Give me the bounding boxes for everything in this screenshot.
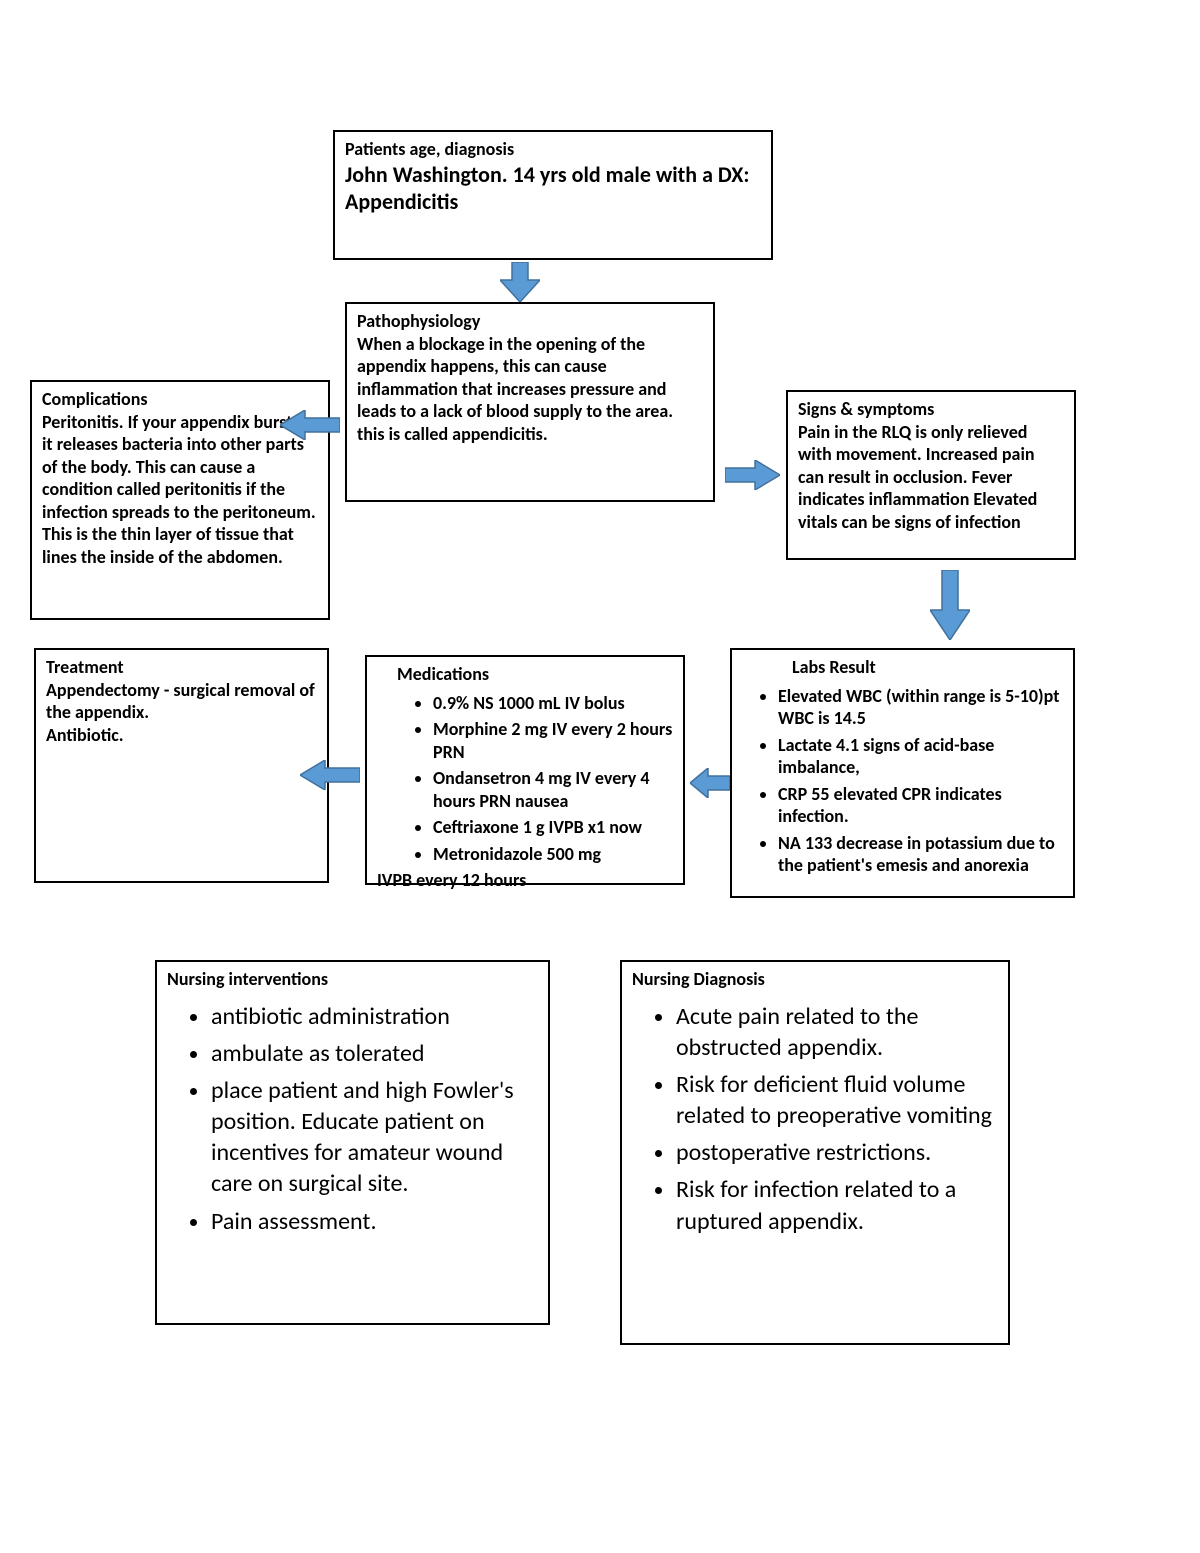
heading-treatment: Treatment <box>46 656 317 679</box>
list-item: ambulate as tolerated <box>211 1038 538 1069</box>
list-item: Lactate 4.1 signs of acid-base imbalance… <box>778 734 1063 779</box>
list-item: Pain assessment. <box>211 1206 538 1237</box>
patho-text: When a blockage in the opening of the ap… <box>357 333 703 446</box>
arrow-down-icon <box>500 262 540 302</box>
arrow-down-icon <box>930 570 970 640</box>
box-medications: Medications 0.9% NS 1000 mL IV bolus Mor… <box>365 655 685 885</box>
list-item: Ondansetron 4 mg IV every 4 hours PRN na… <box>433 767 673 812</box>
complications-text: Peritonitis. If your appendix bursts, it… <box>42 411 318 569</box>
list-item: NA 133 decrease in potassium due to the … <box>778 832 1063 877</box>
list-item: CRP 55 elevated CPR indicates infection. <box>778 783 1063 828</box>
treatment-text: Appendectomy - surgical removal of the a… <box>46 679 317 747</box>
list-item: 0.9% NS 1000 mL IV bolus <box>433 692 673 715</box>
heading-labs: Labs Result <box>742 656 1063 679</box>
box-treatment: Treatment Appendectomy - surgical remova… <box>34 648 329 883</box>
arrow-left-icon <box>280 410 340 440</box>
labs-list: Elevated WBC (within range is 5-10)pt WB… <box>742 685 1063 877</box>
list-item: place patient and high Fowler's position… <box>211 1075 538 1200</box>
box-nursing-diagnosis: Nursing Diagnosis Acute pain related to … <box>620 960 1010 1345</box>
heading-patient: Patients age, diagnosis <box>345 138 761 161</box>
box-signs: Signs & symptoms Pain in the RLQ is only… <box>786 390 1076 560</box>
patient-line2: Appendicitis <box>345 188 761 216</box>
heading-medications: Medications <box>377 663 673 686</box>
nursing-interv-list: antibiotic administration ambulate as to… <box>167 1001 538 1237</box>
patient-line1: John Washington. 14 yrs old male with a … <box>345 161 761 189</box>
list-item: Risk for deficient fluid volume related … <box>676 1069 998 1131</box>
medications-list: 0.9% NS 1000 mL IV bolus Morphine 2 mg I… <box>377 692 673 866</box>
list-item: Metronidazole 500 mg <box>433 843 673 866</box>
list-item: Acute pain related to the obstructed app… <box>676 1001 998 1063</box>
nursing-dx-list: Acute pain related to the obstructed app… <box>632 1001 998 1237</box>
arrow-left-icon <box>300 760 360 790</box>
diagram-canvas: Patients age, diagnosis John Washington.… <box>0 0 1200 1553</box>
heading-complications: Complications <box>42 388 318 411</box>
arrow-left-icon <box>690 768 730 798</box>
heading-nursing-dx: Nursing Diagnosis <box>632 968 998 991</box>
heading-patho: Pathophysiology <box>357 310 703 333</box>
box-labs: Labs Result Elevated WBC (within range i… <box>730 648 1075 898</box>
list-item: Ceftriaxone 1 g IVPB x1 now <box>433 816 673 839</box>
list-item: Elevated WBC (within range is 5-10)pt WB… <box>778 685 1063 730</box>
box-patient: Patients age, diagnosis John Washington.… <box>333 130 773 260</box>
heading-nursing-interv: Nursing interventions <box>167 968 538 991</box>
list-item: Risk for infection related to a ruptured… <box>676 1174 998 1236</box>
arrow-right-icon <box>725 460 780 490</box>
box-nursing-interventions: Nursing interventions antibiotic adminis… <box>155 960 550 1325</box>
list-item: antibiotic administration <box>211 1001 538 1032</box>
list-item: Morphine 2 mg IV every 2 hours PRN <box>433 718 673 763</box>
box-pathophysiology: Pathophysiology When a blockage in the o… <box>345 302 715 502</box>
heading-signs: Signs & symptoms <box>798 398 1064 421</box>
medications-trailer: IVPB every 12 hours <box>377 869 673 892</box>
signs-text: Pain in the RLQ is only relieved with mo… <box>798 421 1064 534</box>
list-item: postoperative restrictions. <box>676 1137 998 1168</box>
